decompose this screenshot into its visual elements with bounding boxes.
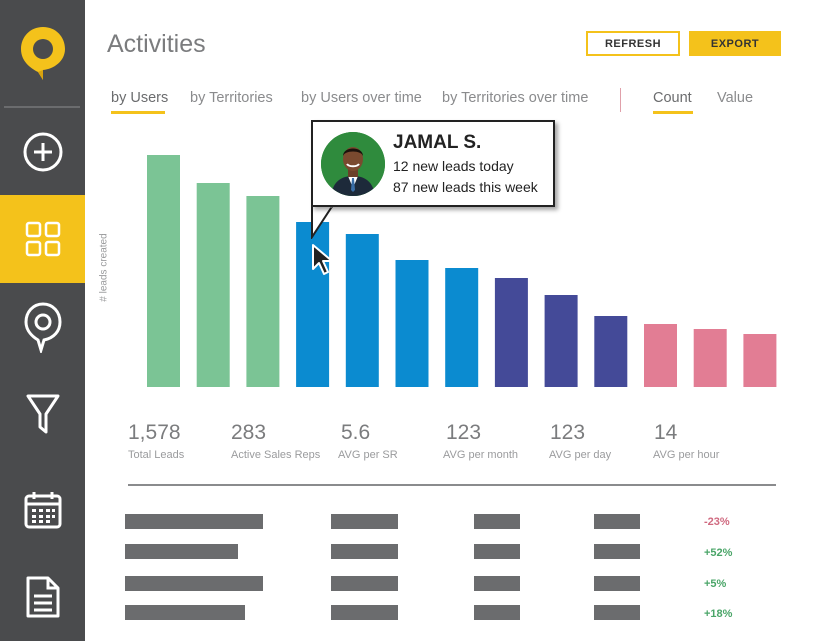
stat-total-leads-label: Total Leads: [128, 449, 185, 461]
table-cell-placeholder: [594, 605, 640, 620]
tooltip-leads-week: 87 new leads this week: [393, 179, 538, 195]
sidebar-item-dashboard[interactable]: [0, 195, 85, 283]
stat-avg-month-value: 123: [446, 421, 482, 444]
page-title: Activities: [107, 30, 206, 58]
tab-by-territories[interactable]: by Territories: [190, 90, 273, 106]
sidebar-divider: [4, 106, 80, 108]
mouse-cursor-icon: [312, 244, 333, 275]
sidebar-item-add[interactable]: [0, 108, 85, 196]
sidebar: [0, 0, 85, 641]
chart-bar[interactable]: [196, 183, 230, 387]
table-cell-placeholder: [331, 514, 398, 529]
sidebar-item-map[interactable]: [0, 283, 85, 371]
user-tooltip: JAMAL S. 12 new leads today 87 new leads…: [311, 120, 555, 207]
tab-by-territories-over-time[interactable]: by Territories over time: [442, 90, 589, 106]
table-cell-placeholder: [594, 514, 640, 529]
change-percent: +18%: [704, 608, 733, 620]
change-percent: +5%: [704, 578, 727, 590]
tab-separator: [620, 88, 621, 112]
chart-bar[interactable]: [395, 260, 429, 387]
table-cell-placeholder: [594, 576, 640, 591]
map-pin-icon: [23, 302, 62, 353]
stat-avg-month-label: AVG per month: [443, 449, 518, 461]
bar-chart: [147, 155, 777, 387]
plus-circle-icon: [23, 132, 62, 172]
tooltip-tail: [311, 205, 334, 239]
chart-bar[interactable]: [445, 268, 479, 387]
stat-active-reps-label: Active Sales Reps: [231, 449, 321, 461]
chart-bar[interactable]: [693, 329, 727, 387]
chart-bar[interactable]: [644, 324, 677, 387]
tab-count[interactable]: Count: [653, 90, 692, 106]
map-pin-logo-icon[interactable]: [0, 0, 85, 105]
table-cell-placeholder: [125, 514, 263, 529]
calendar-icon: [24, 492, 61, 529]
user-avatar: [321, 132, 385, 196]
tooltip-user-name: JAMAL S.: [393, 132, 482, 153]
stat-avg-sr-label: AVG per SR: [338, 449, 398, 461]
chart-bar[interactable]: [147, 155, 180, 387]
funnel-icon: [26, 394, 59, 434]
sidebar-item-filter[interactable]: [0, 370, 85, 458]
active-measure-underline: [653, 111, 693, 114]
table-cell-placeholder: [331, 605, 398, 620]
document-icon: [26, 576, 59, 618]
table-cell-placeholder: [125, 605, 245, 620]
tab-by-users[interactable]: by Users: [111, 90, 169, 106]
active-tab-underline: [111, 111, 165, 114]
change-percent: -23%: [704, 516, 730, 528]
stat-avg-sr-value: 5.6: [341, 421, 371, 444]
change-percent: +52%: [704, 547, 733, 559]
chart-bar[interactable]: [544, 295, 578, 387]
table-cell-placeholder: [474, 605, 520, 620]
chart-bar[interactable]: [494, 278, 528, 387]
refresh-button[interactable]: REFRESH: [586, 31, 680, 56]
stat-total-leads-value: 1,578: [128, 421, 181, 444]
export-button[interactable]: EXPORT: [689, 31, 781, 56]
tab-by-users-over-time[interactable]: by Users over time: [301, 90, 422, 106]
sidebar-item-calendar[interactable]: [0, 466, 85, 554]
stat-avg-hour-label: AVG per hour: [653, 449, 720, 461]
stat-avg-day-value: 123: [550, 421, 586, 444]
grid-icon: [25, 221, 60, 257]
table-cell-placeholder: [331, 576, 398, 591]
chart-bar[interactable]: [743, 334, 777, 387]
table-cell-placeholder: [474, 544, 520, 559]
chart-bar[interactable]: [594, 316, 628, 387]
table-cell-placeholder: [474, 514, 520, 529]
tab-value[interactable]: Value: [717, 90, 754, 106]
table-cell-placeholder: [331, 544, 398, 559]
table-cell-placeholder: [125, 544, 238, 559]
stat-avg-day-label: AVG per day: [549, 449, 612, 461]
stat-avg-hour-value: 14: [654, 421, 678, 444]
tooltip-leads-today: 12 new leads today: [393, 158, 514, 174]
table-cell-placeholder: [594, 544, 640, 559]
table-cell-placeholder: [474, 576, 520, 591]
table-cell-placeholder: [125, 576, 263, 591]
chart-bar[interactable]: [345, 234, 379, 387]
section-divider: [128, 484, 776, 486]
sidebar-item-reports[interactable]: [0, 553, 85, 641]
chart-bar[interactable]: [246, 196, 280, 387]
stat-active-reps-value: 283: [231, 421, 267, 444]
